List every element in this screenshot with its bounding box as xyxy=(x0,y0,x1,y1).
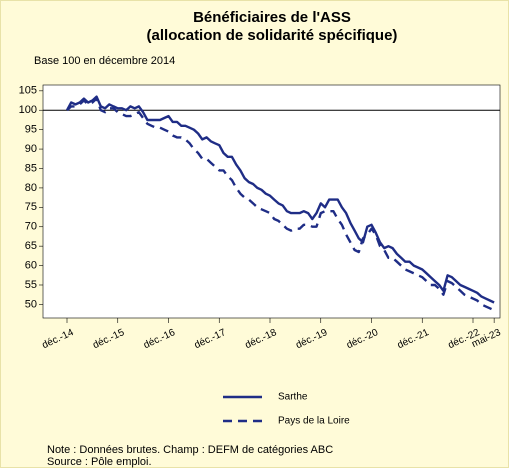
y-tick-label: 85 xyxy=(25,162,37,174)
chart-subtitle: Base 100 en décembre 2014 xyxy=(34,55,175,67)
y-tick-label: 70 xyxy=(25,221,37,233)
y-tick-label: 95 xyxy=(25,124,37,136)
y-tick-label: 75 xyxy=(25,201,37,213)
plot-area xyxy=(42,84,501,319)
y-tick-label: 105 xyxy=(19,85,37,97)
y-tick-label: 100 xyxy=(19,104,37,116)
y-tick-label: 80 xyxy=(25,182,37,194)
note: Source : Pôle emploi. xyxy=(47,456,152,468)
y-tick-label: 60 xyxy=(25,259,37,271)
y-tick-label: 50 xyxy=(25,298,37,310)
y-tick-label: 90 xyxy=(25,143,37,155)
legend-label: Pays de la Loire xyxy=(278,416,350,427)
series-line xyxy=(66,97,495,312)
y-tick-label: 55 xyxy=(25,279,37,291)
note: Note : Données brutes. Champ : DEFM de c… xyxy=(47,444,333,456)
chart-title: Bénéficiaires de l'ASS xyxy=(193,9,351,26)
chart-title: (allocation de solidarité spécifique) xyxy=(147,27,398,44)
legend-label: Sarthe xyxy=(278,392,308,403)
series-line xyxy=(65,95,495,304)
y-tick-label: 65 xyxy=(25,240,37,252)
